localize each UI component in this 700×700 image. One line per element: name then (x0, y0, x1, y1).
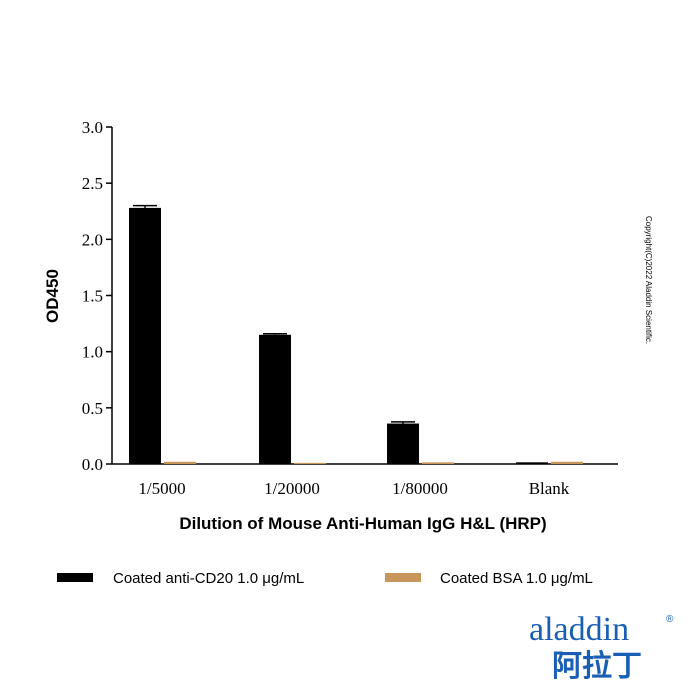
bar-bsa-1 (294, 462, 326, 464)
y-axis-title: OD450 (43, 269, 62, 323)
x-tick-label: Blank (529, 479, 570, 498)
legend-swatch-anti-cd20 (57, 573, 93, 582)
y-tick-label: 2.0 (82, 230, 103, 249)
bar-bsa-2 (422, 462, 454, 464)
bar-anti-cd20-0 (129, 207, 161, 464)
y-tick-label: 1.5 (82, 287, 103, 306)
copyright-text: Copyright(C)2022 Aladdin Scientific. (644, 216, 653, 344)
x-tick-label: 1/80000 (392, 479, 448, 498)
aladdin-logo: aladdin ® 阿拉丁 (529, 611, 674, 684)
aladdin-logo-latin: aladdin (529, 611, 629, 648)
x-tick-label: 1/20000 (264, 479, 320, 498)
bar-anti-cd20-2 (387, 423, 419, 464)
legend-swatch-bsa (385, 573, 421, 582)
y-tick-label: 0.5 (82, 399, 103, 418)
legend-label-bsa: Coated BSA 1.0 μg/mL (440, 570, 593, 587)
y-tick-label: 3.0 (82, 118, 103, 137)
y-tick-label: 0.0 (82, 455, 103, 474)
bar-bsa-3 (551, 461, 583, 464)
aladdin-logo-registered: ® (666, 614, 674, 625)
aladdin-logo-cjk: 阿拉丁 (552, 649, 642, 684)
y-tick-label: 2.5 (82, 174, 103, 193)
legend-label-anti-cd20: Coated anti-CD20 1.0 μg/mL (113, 570, 304, 587)
plot-area: 0.0 0.5 1.0 1.5 2.0 2.5 3.0 1/5000 1/20000 1/8000… (82, 118, 618, 498)
legend: Coated anti-CD20 1.0 μg/mL Coated BSA 1.… (57, 570, 593, 587)
x-tick-label: 1/5000 (138, 479, 185, 498)
x-axis-title: Dilution of Mouse Anti-Human IgG H&L (HR… (179, 514, 546, 533)
bar-anti-cd20-3 (516, 462, 548, 464)
y-tick-label: 1.0 (82, 343, 103, 362)
bar-bsa-0 (164, 461, 196, 464)
bar-anti-cd20-1 (259, 334, 291, 464)
